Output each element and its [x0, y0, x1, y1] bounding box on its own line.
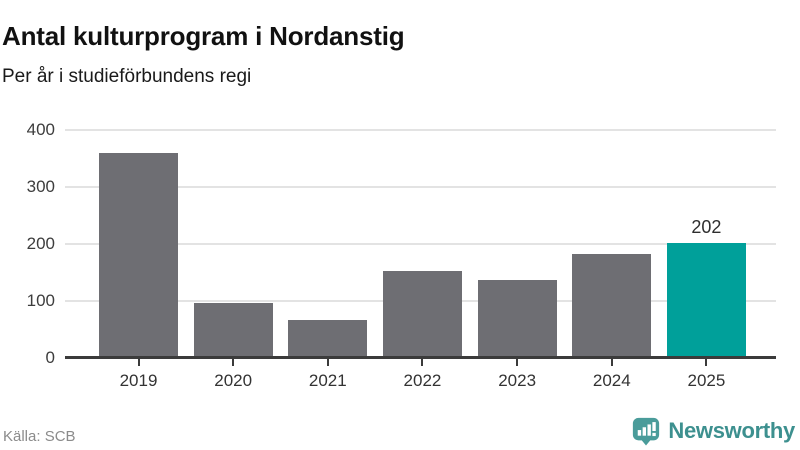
- x-axis-cell-2024: 2024: [572, 359, 651, 391]
- x-axis-cell-2019: 2019: [99, 359, 178, 391]
- tick-mark-2021: [326, 359, 329, 366]
- y-axis-labels: 0 100 200 300 400: [0, 121, 55, 367]
- x-axis-cell-2022: 2022: [383, 359, 462, 391]
- x-axis-row: 2019 2020 2021 2022 2023 2024 2025: [65, 359, 776, 391]
- bar-2019: [99, 152, 178, 358]
- bars-row: 202: [65, 130, 776, 358]
- bar-band-2025: 202: [666, 130, 746, 358]
- y-axis-label-200: 200: [26, 234, 55, 253]
- bar-2023: [477, 279, 557, 358]
- x-axis-label-2021: 2021: [308, 371, 347, 390]
- newsworthy-bubble-chart-icon: [633, 417, 660, 446]
- bar-value-label-2025: 202: [691, 216, 722, 237]
- source-note: Källa: SCB: [3, 428, 76, 445]
- brand-logo[interactable]: Newsworthy: [631, 414, 795, 448]
- tick-mark-2024: [610, 359, 613, 366]
- bar-band-2020: [193, 130, 273, 358]
- chart-subtitle: Per år i studieförbundens regi: [2, 66, 252, 87]
- bar-2021: [288, 320, 368, 358]
- x-axis-line: [65, 356, 776, 359]
- gridline-300: [65, 186, 776, 188]
- x-axis-label-2023: 2023: [498, 371, 537, 390]
- x-axis-label-2022: 2022: [403, 371, 442, 390]
- bar-band-2024: [572, 130, 652, 358]
- bar-band-2022: [382, 130, 462, 358]
- tick-mark-2025: [705, 359, 708, 366]
- x-axis-cell-2021: 2021: [288, 359, 367, 391]
- y-axis-label-300: 300: [26, 177, 55, 196]
- y-axis-label-400: 400: [26, 120, 55, 139]
- x-axis-cell-2023: 2023: [478, 359, 557, 391]
- bar-2022: [382, 271, 462, 358]
- y-axis-label-0: 0: [45, 348, 55, 367]
- x-axis-cell-2020: 2020: [194, 359, 273, 391]
- x-axis-label-2020: 2020: [214, 371, 253, 390]
- bar-2024: [572, 254, 652, 358]
- tick-mark-2020: [232, 359, 235, 366]
- plot-area: 202: [65, 129, 776, 359]
- gridline-200: [65, 243, 776, 245]
- tick-mark-2019: [137, 359, 140, 366]
- x-axis-label-2024: 2024: [592, 371, 631, 390]
- bar-2020: [193, 303, 273, 358]
- bar-2025: [666, 242, 746, 358]
- x-axis-label-2025: 2025: [687, 371, 726, 390]
- tick-mark-2022: [421, 359, 424, 366]
- x-axis-label-2019: 2019: [119, 371, 158, 390]
- brand-wordmark: Newsworthy: [668, 418, 795, 443]
- gridline-400: [65, 129, 776, 131]
- chart-title: Antal kulturprogram i Nordanstig: [2, 21, 405, 52]
- y-axis-label-100: 100: [26, 291, 55, 310]
- bar-band-2021: [288, 130, 368, 358]
- x-axis-cell-2025: 2025: [667, 359, 746, 391]
- bar-band-2023: [477, 130, 557, 358]
- bar-band-2019: [99, 130, 178, 358]
- tick-mark-2023: [516, 359, 519, 366]
